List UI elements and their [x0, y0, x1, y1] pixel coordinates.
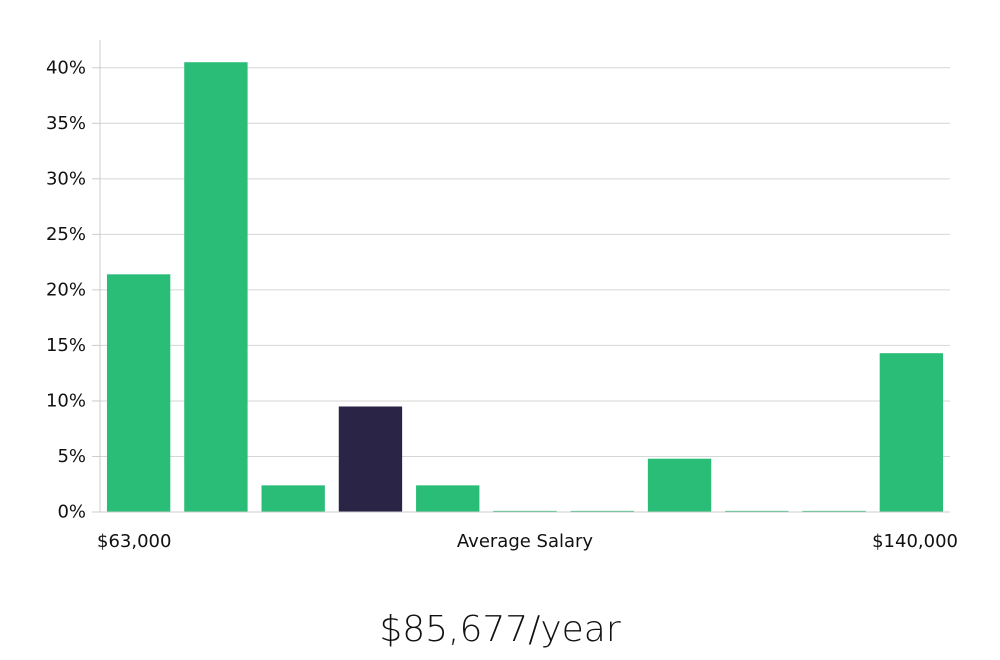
- bar: [261, 485, 325, 512]
- bar: [879, 353, 944, 512]
- y-tick-label: 40%: [46, 57, 86, 78]
- y-tick-label: 0%: [57, 502, 86, 523]
- x-end-label: $140,000: [872, 531, 958, 552]
- bar: [725, 510, 789, 512]
- y-tick-label: 35%: [46, 113, 86, 134]
- bar: [106, 274, 171, 512]
- bar: [570, 510, 634, 512]
- salary-histogram: 0% 5% 10% 15% 20% 25% 30% 35% 40% $63,000 Averag…: [46, 40, 958, 552]
- y-tick-label: 20%: [46, 279, 86, 300]
- bar: [184, 62, 248, 513]
- x-start-label: $63,000: [97, 531, 171, 552]
- bars: [106, 62, 944, 513]
- average-salary-value: $85,677/year: [379, 609, 621, 650]
- highlighted-bar: [338, 406, 403, 512]
- bar: [647, 458, 712, 512]
- y-tick-label: 15%: [46, 335, 86, 356]
- bar: [493, 510, 557, 512]
- x-axis-label: Average Salary: [457, 531, 594, 552]
- y-tick-label: 10%: [46, 390, 86, 411]
- y-tick-label: 25%: [46, 224, 86, 245]
- bar: [802, 510, 866, 512]
- y-tick-label: 5%: [57, 446, 86, 467]
- bar: [416, 485, 480, 512]
- y-tick-label: 30%: [46, 168, 86, 189]
- y-axis-ticks: 0% 5% 10% 15% 20% 25% 30% 35% 40%: [46, 57, 100, 523]
